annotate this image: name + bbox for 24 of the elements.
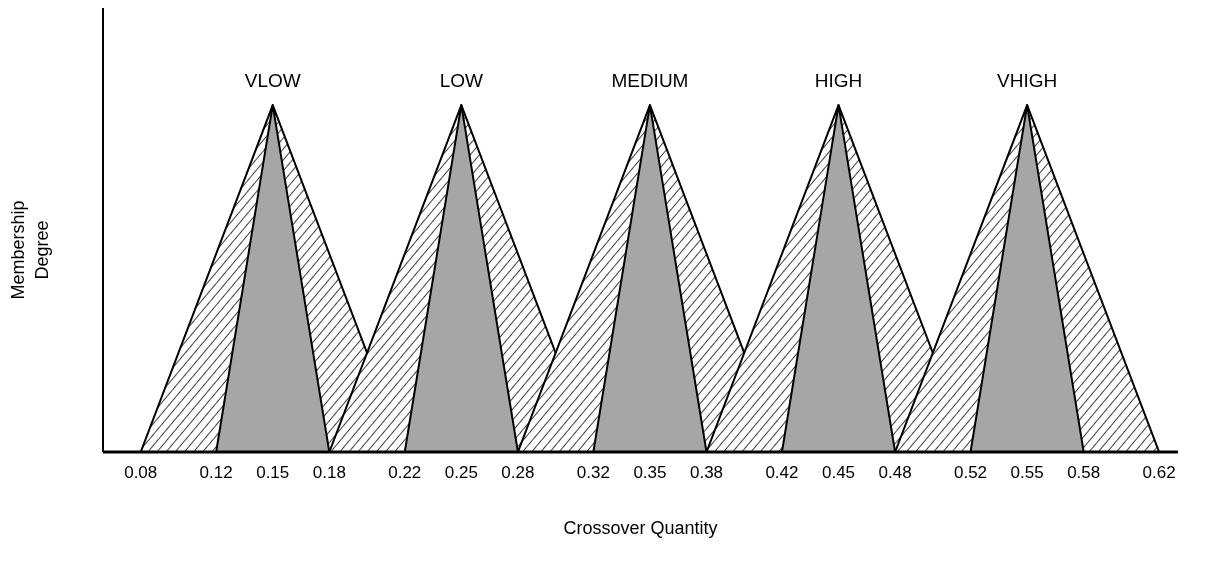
x-tick-label: 0.12: [199, 463, 233, 482]
x-tick-label: 0.28: [501, 463, 535, 482]
x-tick-label: 0.45: [821, 463, 856, 482]
x-tick-label: 0.48: [878, 463, 912, 482]
y-axis-title: Membership Degree: [8, 200, 52, 300]
x-tick-label: 0.08: [124, 463, 158, 482]
x-tick-label: 0.35: [633, 463, 667, 482]
x-axis-title: Crossover Quantity: [563, 518, 718, 538]
x-tick-label: 0.52: [954, 463, 988, 482]
series-label: VLOW: [244, 70, 301, 92]
x-tick-label: 0.58: [1067, 463, 1101, 482]
x-tick-label: 0.18: [312, 463, 346, 482]
x-tick-label: 0.25: [444, 463, 478, 482]
series-label: VHIGH: [997, 70, 1058, 92]
x-tick-label: 0.32: [576, 463, 610, 482]
series-label: HIGH: [814, 70, 863, 92]
series-label: LOW: [439, 70, 484, 92]
x-tick-label: 0.22: [388, 463, 422, 482]
x-tick-label: 0.42: [765, 463, 799, 482]
x-tick-label: 0.55: [1010, 463, 1044, 482]
x-tick-label: 0.38: [689, 463, 724, 482]
series-label: MEDIUM: [611, 70, 689, 92]
x-tick-label: 0.62: [1142, 463, 1176, 482]
x-tick-label: 0.15: [256, 463, 290, 482]
